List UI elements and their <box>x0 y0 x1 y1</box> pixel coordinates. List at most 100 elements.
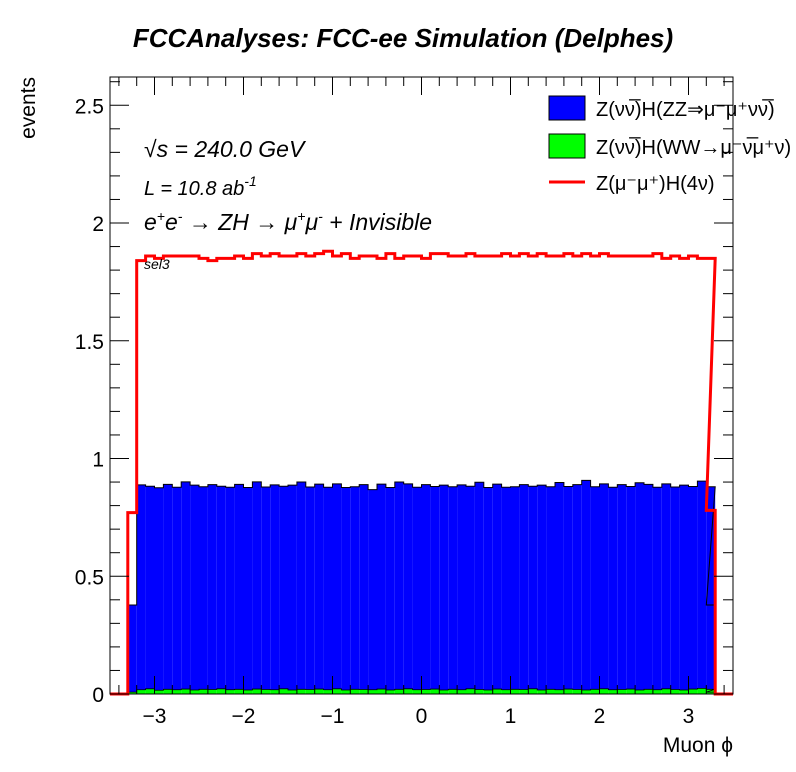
process-sup4: - <box>318 208 323 224</box>
ww-bin-bar <box>492 689 502 694</box>
zz-bin-bar <box>136 484 146 690</box>
zz-bin-bar <box>394 482 404 690</box>
ww-bin-bar <box>448 689 458 694</box>
zz-bin-bar <box>617 484 627 690</box>
zz-bin-bar <box>439 485 449 690</box>
legend-label-mumu: Z(μ⁻μ⁺)H(4ν) <box>596 173 715 195</box>
process-sup2: - <box>178 208 183 224</box>
zz-bin-bar <box>216 486 226 689</box>
luminosity-annotation: L = 10.8 ab-1 <box>144 173 257 200</box>
zz-bin-bar <box>608 487 618 690</box>
ww-bin-bar <box>323 689 333 694</box>
process-annotation: e+e- → ZH → μ+μ- + Invisible <box>144 208 432 235</box>
x-axis-label: Muon ϕ <box>663 734 733 757</box>
ww-bin-bar <box>368 689 377 694</box>
zz-bin-bar <box>590 486 600 690</box>
ww-bin-bar <box>199 689 208 694</box>
ww-bin-bar <box>706 689 716 694</box>
ww-bin-bar <box>243 689 253 694</box>
y-axis-label: events <box>17 77 40 139</box>
ww-bin-bar <box>670 689 680 694</box>
ww-bin-bar <box>270 689 280 694</box>
x-tick-label: 3 <box>683 705 695 728</box>
zz-bin-bar <box>492 484 502 690</box>
zz-bin-bar <box>207 484 217 690</box>
ww-bin-bar <box>706 692 716 694</box>
ww-bin-bar <box>163 689 173 694</box>
ww-bin-bar <box>430 689 440 694</box>
ww-bin-bar <box>501 689 511 694</box>
y-tick-label: 1.5 <box>75 331 104 354</box>
x-tick-label: 1 <box>505 705 517 728</box>
zz-bin-bar <box>706 604 716 693</box>
ww-bin-bar <box>136 689 146 694</box>
energy-value: = 240.0 GeV <box>168 136 307 162</box>
sqrt-s-symbol: √s <box>144 136 169 162</box>
zz-bin-bar <box>563 486 573 690</box>
zz-bin-bar <box>154 487 164 691</box>
zz-bin-bar <box>225 487 235 690</box>
zz-bin-bar <box>555 482 564 690</box>
zz-bin-bar <box>403 483 413 689</box>
zz-bin-bar <box>652 487 662 690</box>
ww-bin-bar <box>181 689 191 694</box>
axis-ticks <box>110 77 733 695</box>
ww-bin-bar <box>412 689 422 694</box>
x-tick-label: 2 <box>594 705 606 728</box>
zz-bin-bar <box>341 487 351 690</box>
ww-bin-bar <box>563 689 573 694</box>
ww-bin-bar <box>377 689 386 694</box>
ww-bin-bar <box>127 692 137 694</box>
zz-bin-bar <box>448 486 458 690</box>
ww-bin-bar <box>617 689 627 694</box>
ww-bin-bar <box>172 689 182 694</box>
ww-bin-bar <box>145 688 155 694</box>
x-tick-label: −3 <box>143 705 167 728</box>
zz-bin-bar <box>190 485 199 690</box>
ww-bin-bar <box>652 689 662 694</box>
ww-bin-bar <box>261 689 271 694</box>
process-e1: e <box>144 209 157 235</box>
ww-bin-bar <box>661 688 671 694</box>
zz-bin-bar <box>350 486 360 690</box>
ww-bin-bar <box>528 688 538 694</box>
ww-bin-bar <box>688 689 698 694</box>
ww-bin-bar <box>216 688 226 694</box>
ww-bin-bar <box>635 689 644 694</box>
zz-bin-bar <box>546 486 555 690</box>
zz-bin-bar <box>181 481 191 690</box>
y-tick-label: 0.5 <box>75 566 104 589</box>
ww-bin-bar <box>314 689 324 694</box>
zz-bin-bar <box>199 486 208 690</box>
y-tick-label: 1 <box>92 449 104 472</box>
y-tick-label: 0 <box>92 684 104 707</box>
process-sup3: + <box>297 208 305 224</box>
zz-bin-bar <box>679 485 689 690</box>
ww-bin-bar <box>385 689 395 694</box>
ww-bin-bar <box>252 689 262 694</box>
lumi-text: L = 10.8 ab <box>144 178 244 200</box>
zz-bin-bar <box>261 486 271 690</box>
mumu-step-line <box>110 249 733 696</box>
zz-bin-bar <box>305 486 315 690</box>
ww-bin-bar <box>190 689 199 694</box>
y-tick-labels: 0 0.5 1 1.5 2 2.5 <box>75 95 104 707</box>
zz-bin-bar <box>697 481 707 689</box>
ww-bin-bar <box>296 689 306 694</box>
mumu-series-line <box>110 249 733 696</box>
lumi-exponent: -1 <box>244 173 256 189</box>
zz-bin-bar <box>572 484 582 690</box>
process-e2: e <box>165 209 178 235</box>
zz-series-fill <box>127 479 716 694</box>
zz-bin-bar <box>430 486 440 690</box>
legend-swatch-zz <box>548 95 586 121</box>
x-tick-labels: −3 −2 −1 0 1 2 3 <box>143 705 695 728</box>
ww-bin-bar <box>590 689 600 694</box>
zz-bin-bar <box>537 485 547 690</box>
zz-bin-bar <box>635 482 644 690</box>
ww-bin-bar <box>305 689 315 694</box>
zz-bin-bar <box>688 486 698 690</box>
zz-bin-bar <box>377 484 386 690</box>
ww-bin-bar <box>555 689 564 694</box>
zz-bin-bar <box>359 484 369 690</box>
